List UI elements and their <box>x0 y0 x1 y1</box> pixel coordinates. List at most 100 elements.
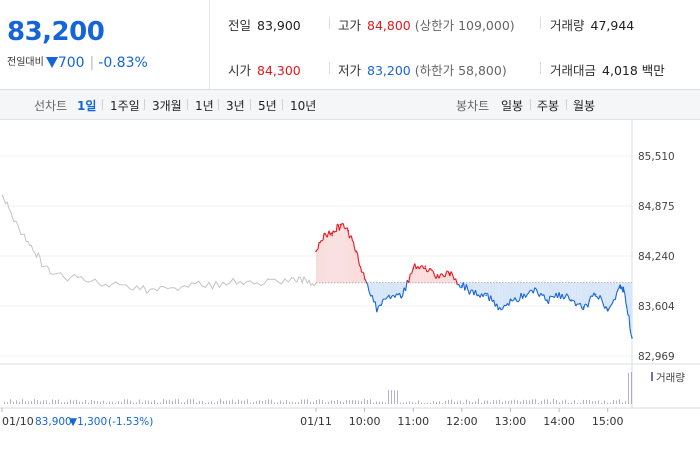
down-fill-segment <box>391 282 394 297</box>
volume-bar <box>244 400 245 404</box>
tab-1-day[interactable]: 1일 <box>77 99 97 113</box>
upper-limit: (상한가 109,000) <box>414 18 515 33</box>
down-line-segment <box>601 299 604 305</box>
down-fill-segment <box>467 282 470 295</box>
down-fill-segment <box>492 282 494 302</box>
data-point <box>619 286 621 289</box>
down-line-segment <box>490 295 493 302</box>
up-line-segment <box>340 222 343 226</box>
up-line-segment <box>424 267 428 273</box>
up-line-segment <box>452 275 455 281</box>
y-tick-label: 82,969 <box>638 351 675 363</box>
up-line-segment <box>431 269 434 272</box>
down-line-segment <box>621 286 623 291</box>
volume-bar <box>553 399 554 404</box>
tab-1-week[interactable]: 1주일 <box>110 99 140 113</box>
down-fill-segment <box>545 282 547 301</box>
open-stat: 시가 84,300 <box>228 60 301 79</box>
down-line-segment <box>493 299 496 307</box>
down-line-segment <box>500 308 504 311</box>
volume-bar <box>64 402 65 404</box>
up-line-segment <box>356 251 358 254</box>
volume-bar <box>544 399 545 404</box>
up-line-segment <box>335 224 338 233</box>
data-point <box>355 250 358 253</box>
tab-daily-candle[interactable]: 일봉 <box>501 99 524 113</box>
up-line-segment <box>357 260 361 266</box>
down-fill-segment <box>390 282 392 299</box>
up-fill-segment <box>431 270 433 283</box>
tab-5-years[interactable]: 5년 <box>258 99 277 113</box>
up-fill-segment <box>410 273 412 283</box>
volume-bar <box>4 401 5 404</box>
price-chart[interactable]: 85,510 84,875 84,240 83,604 82,969 거래량 01/10… <box>0 120 700 450</box>
volume-bar <box>508 400 509 404</box>
volume-bar <box>274 402 275 404</box>
volume-bar <box>538 402 539 404</box>
volume-bar <box>406 402 407 404</box>
up-line-segment <box>356 253 360 261</box>
up-fill-segment <box>317 249 319 283</box>
volume-bar <box>286 400 287 404</box>
volume-bar <box>169 399 170 404</box>
up-line-segment <box>408 274 411 283</box>
today-series <box>315 222 633 339</box>
tab-monthly-candle[interactable]: 월봉 <box>573 99 596 113</box>
volume-bar <box>460 400 461 404</box>
down-line-segment <box>588 295 592 301</box>
down-line-segment <box>624 293 627 304</box>
candle-chart-label: 봉차트 <box>456 99 490 113</box>
down-fill-segment <box>393 282 395 298</box>
down-line-segment <box>514 297 518 302</box>
volume-bar <box>31 401 32 404</box>
down-line-segment <box>543 294 546 301</box>
up-fill-segment <box>337 224 339 283</box>
down-line-segment <box>468 290 472 295</box>
volume-bar <box>214 402 215 404</box>
tab-3-years[interactable]: 3년 <box>226 99 245 113</box>
up-fill-segment <box>428 268 430 283</box>
down-fill-segment <box>372 282 374 303</box>
down-line-segment <box>571 299 573 302</box>
volume-bar <box>313 402 314 404</box>
data-point <box>461 285 463 287</box>
volume-bar <box>115 402 116 404</box>
volume-bar <box>79 401 80 404</box>
volume-bar <box>61 402 62 404</box>
tab-3-months[interactable]: 3개월 <box>152 99 182 113</box>
tab-10-years[interactable]: 10년 <box>290 99 317 113</box>
volume-bar <box>190 399 191 404</box>
down-fill-segment <box>578 282 581 305</box>
up-fill-segment <box>324 233 326 283</box>
down-fill-segment <box>612 282 614 304</box>
volume-bar <box>388 389 389 404</box>
data-point <box>424 265 427 267</box>
down-line-segment <box>549 295 552 298</box>
up-fill-segment <box>320 240 322 283</box>
tab-1-year[interactable]: 1년 <box>195 99 214 113</box>
volume-bar <box>484 400 485 404</box>
down-line-segment <box>368 291 372 297</box>
volume-bar <box>22 399 23 404</box>
down-fill-segment <box>385 282 388 300</box>
volume-bar <box>445 400 446 404</box>
up-fill-segment <box>329 230 331 283</box>
data-point <box>347 229 350 232</box>
up-line-segment <box>353 248 357 252</box>
volume-bar <box>403 402 404 404</box>
volume-bar <box>556 400 557 404</box>
up-fill-segment <box>420 265 423 283</box>
high-value: 84,800 <box>367 18 411 33</box>
down-fill-segment <box>370 282 373 297</box>
down-fill-segment <box>499 282 502 311</box>
down-fill-segment <box>484 282 487 294</box>
data-point <box>375 308 378 311</box>
volume-bar <box>217 401 218 404</box>
volume-bar <box>109 401 110 404</box>
up-fill-segment <box>349 236 351 283</box>
up-fill-segment <box>325 233 327 283</box>
tab-weekly-candle[interactable]: 주봉 <box>537 99 560 113</box>
up-fill-segment <box>432 271 435 283</box>
down-fill-segment <box>469 282 471 295</box>
up-fill-segment <box>426 271 429 283</box>
